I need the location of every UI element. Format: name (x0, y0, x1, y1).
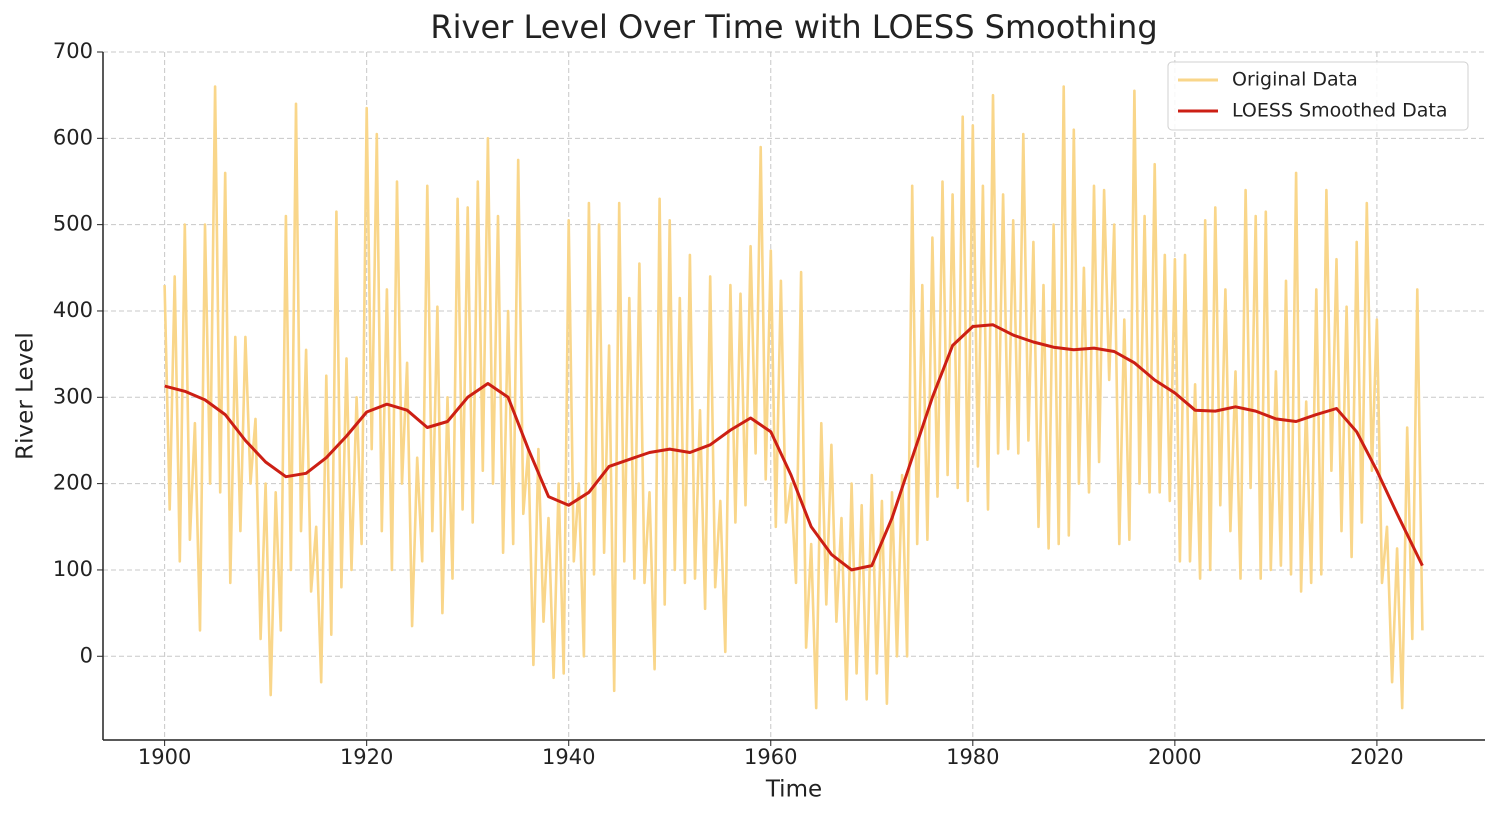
y-tick-label: 100 (53, 557, 93, 581)
y-tick-label: 700 (53, 39, 93, 63)
x-axis-label: Time (765, 777, 822, 803)
legend: Original Data LOESS Smoothed Data (1167, 61, 1469, 131)
plot-area (163, 85, 1424, 710)
y-tick-label: 200 (53, 471, 93, 495)
series-line (163, 85, 1424, 710)
legend-box (1167, 61, 1469, 131)
x-tick-label: 1960 (744, 745, 797, 769)
grid: 0 100 200 300 400 500 600 700 1900 1920 1940 1960 19… (53, 39, 1485, 769)
x-tick-label: 1940 (542, 745, 595, 769)
x-tick-label: 1900 (138, 745, 191, 769)
x-tick-label: 2020 (1350, 745, 1403, 769)
y-tick-label: 600 (53, 125, 93, 149)
y-tick-label: 0 (80, 643, 93, 667)
series-line (164, 323, 1424, 572)
legend-label: Original Data (1232, 69, 1358, 91)
x-tick-label: 1980 (946, 745, 999, 769)
y-tick-label: 400 (53, 298, 93, 322)
y-tick-label: 500 (53, 212, 93, 236)
x-tick-label: 1920 (340, 745, 393, 769)
x-tick-label: 2000 (1148, 745, 1201, 769)
chart-title: River Level Over Time with LOESS Smoothi… (430, 8, 1157, 46)
legend-label: LOESS Smoothed Data (1232, 100, 1448, 122)
y-axis-label: River Level (13, 332, 39, 460)
y-tick-label: 300 (53, 384, 93, 408)
